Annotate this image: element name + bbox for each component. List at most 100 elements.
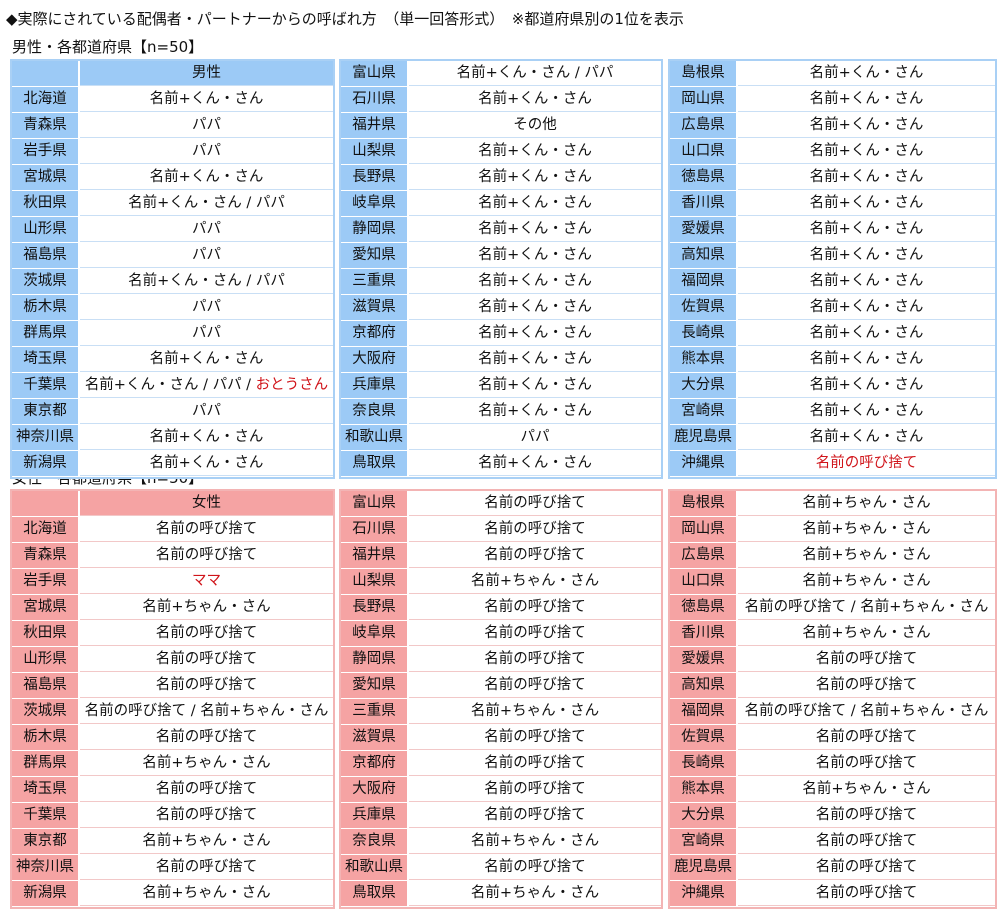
prefecture-cell: 秋田県 [12, 191, 80, 216]
answer-text: 名前+くん・さん [149, 455, 264, 471]
answer-text: パパ [192, 299, 221, 315]
table-row: 京都府 名前+くん・さん [341, 321, 661, 347]
prefecture-cell: 大分県 [670, 373, 738, 398]
answer-cell: 名前の呼び捨て [409, 621, 661, 646]
table-row: 鳥取県 名前+ちゃん・さん [341, 881, 661, 907]
table-row: 愛知県 名前+くん・さん [341, 243, 661, 269]
table-row: 佐賀県 名前の呼び捨て [670, 725, 995, 751]
table-row: 香川県 名前+ちゃん・さん [670, 621, 995, 647]
answer-text: 名前の呼び捨て [484, 547, 586, 563]
answer-cell: 名前+ちゃん・さん [80, 751, 333, 776]
answer-text: 名前の呼び捨て / 名前+ちゃん・さん [744, 599, 989, 615]
prefecture-cell: 東京都 [12, 399, 80, 424]
prefecture-cell: 青森県 [12, 543, 80, 568]
answer-cell: 名前の呼び捨て [738, 725, 995, 750]
prefecture-cell: 滋賀県 [341, 725, 409, 750]
table-row: 東京都 パパ [12, 399, 333, 425]
table-row: 福島県 名前の呼び捨て [12, 673, 333, 699]
table-row: 沖縄県 名前の呼び捨て [670, 451, 995, 477]
answer-text: 名前の呼び捨て [815, 859, 918, 875]
prefecture-cell: 埼玉県 [12, 777, 80, 802]
answer-text: 名前+くん・さん / パパ [128, 195, 285, 211]
prefecture-cell: 千葉県 [12, 803, 80, 828]
answer-cell: 名前の呼び捨て [738, 647, 995, 672]
answer-text: 名前+くん・さん [478, 91, 592, 107]
prefecture-cell: 大分県 [670, 803, 738, 828]
table-row: 山形県 名前の呼び捨て [12, 647, 333, 673]
table-row: 石川県 名前の呼び捨て [341, 517, 661, 543]
answer-text: 名前+くん・さん / パパ [128, 273, 285, 289]
table-row: 島根県 名前+ちゃん・さん [670, 491, 995, 517]
table-row: 岡山県 名前+くん・さん [670, 87, 995, 113]
prefecture-cell: 兵庫県 [341, 373, 409, 398]
table-row: 新潟県 名前+くん・さん [12, 451, 333, 477]
answer-cell: 名前+ちゃん・さん [80, 881, 333, 906]
answer-text: 名前+くん・さん [809, 117, 924, 133]
male-table-block: 富山県 名前+くん・さん / パパ 石川県 名前+くん・さん 福井県 その他 山梨県 名前+く… [339, 59, 663, 479]
prefecture-cell: 宮崎県 [670, 829, 738, 854]
answer-text: 名前の呼び捨て [484, 625, 586, 641]
prefecture-cell: 山梨県 [341, 569, 409, 594]
answer-text: 名前+くん・さん [809, 169, 924, 185]
answer-cell: 名前の呼び捨て [80, 621, 333, 646]
answer-text: 名前の呼び捨て / 名前+ちゃん・さん [84, 703, 329, 719]
prefecture-cell: 奈良県 [341, 399, 409, 424]
table-row: 青森県 パパ [12, 113, 333, 139]
answer-text: 名前+ちゃん・さん [142, 755, 271, 771]
answer-text: 名前+ちゃん・さん [802, 781, 931, 797]
answer-text: 名前の呼び捨て [155, 651, 258, 667]
prefecture-cell [12, 491, 80, 516]
answer-cell: 名前の呼び捨て / 名前+ちゃん・さん [738, 699, 995, 724]
table-row: 山梨県 名前+くん・さん [341, 139, 661, 165]
prefecture-cell: 岡山県 [670, 517, 738, 542]
table-row: 茨城県 名前の呼び捨て / 名前+ちゃん・さん [12, 699, 333, 725]
table-row: 岡山県 名前+ちゃん・さん [670, 517, 995, 543]
answer-text: 名前+くん・さん [149, 169, 264, 185]
answer-text: 名前+ちゃん・さん [802, 573, 931, 589]
answer-cell: 名前の呼び捨て [409, 803, 661, 828]
male-subtitle: 男性・各都道府県【n=50】 [12, 38, 204, 56]
table-row: 佐賀県 名前+くん・さん [670, 295, 995, 321]
answer-cell: 名前+くん・さん [409, 87, 661, 112]
page-title: ◆実際にされている配偶者・パートナーからの呼ばれ方 （単一回答形式） ※都道府県… [6, 10, 684, 28]
table-row: 奈良県 名前+くん・さん [341, 399, 661, 425]
answer-text: 名前+ちゃん・さん [802, 495, 931, 511]
prefecture-cell: 栃木県 [12, 725, 80, 750]
answer-text: 名前+ちゃん・さん [470, 885, 600, 901]
prefecture-cell: 長野県 [341, 595, 409, 620]
table-row: 山形県 パパ [12, 217, 333, 243]
prefecture-cell: 神奈川県 [12, 425, 80, 450]
prefecture-cell: 鳥取県 [341, 451, 409, 476]
prefecture-cell: 滋賀県 [341, 295, 409, 320]
table-row: 和歌山県 名前の呼び捨て [341, 855, 661, 881]
table-header-row: 女性 [12, 491, 333, 517]
answer-text: 名前の呼び捨て [155, 807, 258, 823]
prefecture-cell: 佐賀県 [670, 295, 738, 320]
highlighted-answer: おとうさん [255, 377, 329, 393]
answer-text: 名前+くん・さん [478, 299, 592, 315]
prefecture-cell: 栃木県 [12, 295, 80, 320]
answer-text: 名前の呼び捨て [484, 521, 586, 537]
prefecture-cell: 沖縄県 [670, 451, 738, 476]
table-row: 滋賀県 名前の呼び捨て [341, 725, 661, 751]
answer-text: 名前+くん・さん [478, 273, 592, 289]
prefecture-cell: 北海道 [12, 517, 80, 542]
table-row: 島根県 名前+くん・さん [670, 61, 995, 87]
answer-text: 名前の呼び捨て [815, 677, 918, 693]
prefecture-cell: 茨城県 [12, 699, 80, 724]
answer-text: 名前+ちゃん・さん [470, 833, 600, 849]
prefecture-cell: 熊本県 [670, 347, 738, 372]
answer-cell: パパ [80, 139, 333, 164]
prefecture-cell: 群馬県 [12, 321, 80, 346]
prefecture-cell: 千葉県 [12, 373, 80, 398]
answer-text: 名前の呼び捨て [484, 781, 586, 797]
answer-cell: パパ [80, 217, 333, 242]
table-row: 愛知県 名前の呼び捨て [341, 673, 661, 699]
prefecture-cell: 岡山県 [670, 87, 738, 112]
answer-cell: 名前の呼び捨て [409, 777, 661, 802]
answer-text: 名前+くん・さん [478, 377, 592, 393]
answer-cell: 名前+くん・さん [738, 139, 995, 164]
answer-cell: 名前の呼び捨て [409, 517, 661, 542]
answer-text: パパ [192, 221, 221, 237]
table-row: 兵庫県 名前+くん・さん [341, 373, 661, 399]
